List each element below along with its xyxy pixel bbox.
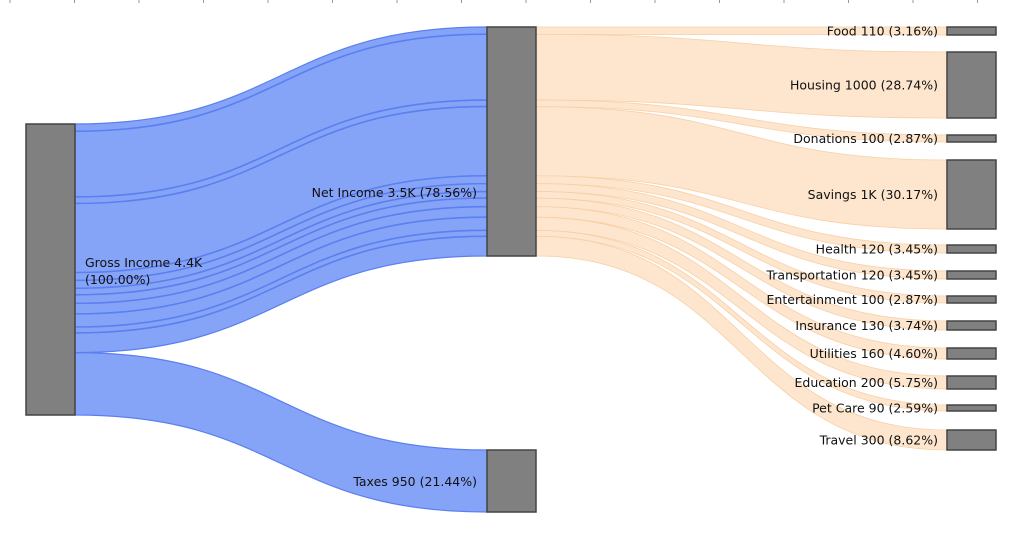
node-donations — [946, 134, 997, 143]
node-travel — [946, 429, 997, 451]
node-gross — [25, 123, 76, 416]
label-entertainment: Entertainment 100 (2.87%) — [767, 292, 938, 307]
node-food — [946, 26, 997, 36]
label-travel: Travel 300 (8.62%) — [819, 433, 938, 448]
income-subband-line — [74, 99, 488, 198]
node-utilities — [946, 347, 997, 360]
node-petcare — [946, 404, 997, 412]
label-utilities: Utilities 160 (4.60%) — [810, 346, 938, 361]
node-entertainment — [946, 295, 997, 304]
node-taxes — [486, 449, 537, 513]
node-health — [946, 244, 997, 254]
label-taxes: Taxes 950 (21.44%) — [352, 474, 477, 489]
label-food: Food 110 (3.16%) — [827, 24, 938, 39]
node-net — [486, 26, 537, 257]
income-subband-line — [74, 174, 488, 274]
node-education — [946, 375, 997, 390]
label-housing: Housing 1000 (28.74%) — [790, 78, 938, 93]
income-subband-line — [74, 216, 488, 315]
income-subband-line — [74, 105, 488, 205]
income-subband-line — [74, 235, 488, 334]
label-gross: Gross Income 4.4K — [85, 255, 203, 270]
sankey-nodes — [25, 26, 997, 513]
income-subband-line — [74, 229, 488, 328]
label-petcare: Pet Care 90 (2.59%) — [812, 401, 938, 416]
label-net: Net Income 3.5K (78.56%) — [312, 185, 477, 200]
sankey-links — [74, 26, 948, 513]
label-transportation: Transportation 120 (3.45%) — [765, 268, 938, 283]
income-subband-line — [74, 33, 488, 133]
node-savings — [946, 159, 997, 230]
node-housing — [946, 51, 997, 119]
node-transportation — [946, 270, 997, 280]
income-subband-line — [74, 205, 488, 305]
top-axis-ticks — [9, 0, 978, 3]
income-subband-line — [74, 197, 488, 296]
sankey-labels: Gross Income 4.4K (100.00%) Net Income 3.5… — [85, 24, 938, 490]
label-health: Health 120 (3.45%) — [816, 242, 938, 257]
income-subband-line — [74, 190, 488, 290]
label-savings: Savings 1K (30.17%) — [808, 187, 938, 202]
label-donations: Donations 100 (2.87%) — [793, 131, 938, 146]
label-education: Education 200 (5.75%) — [795, 375, 939, 390]
income-subband-line — [74, 182, 488, 282]
label-insurance: Insurance 130 (3.74%) — [795, 318, 938, 333]
node-insurance — [946, 320, 997, 331]
label-gross-percent: (100.00%) — [85, 272, 150, 287]
